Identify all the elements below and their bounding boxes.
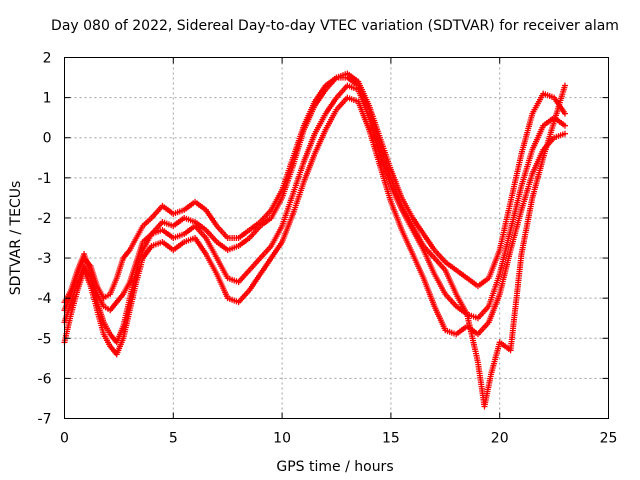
y-axis-label: SDTVAR / TECUs: [8, 181, 24, 296]
x-tick-label: 5: [169, 431, 178, 447]
y-tick-label: -5: [38, 331, 52, 347]
series-4: [61, 74, 568, 410]
y-tick-label: 2: [43, 51, 52, 67]
y-tick-label: 1: [43, 91, 52, 107]
x-axis-label: GPS time / hours: [276, 459, 393, 475]
x-tick-label: 20: [491, 431, 509, 447]
y-tick-label: -1: [38, 171, 52, 187]
y-tick-label: -7: [38, 412, 52, 428]
y-tick-label: -4: [38, 291, 52, 307]
grid-lines: [64, 57, 609, 419]
y-tick-label: -2: [38, 211, 52, 227]
x-tick-label: 0: [60, 431, 69, 447]
plot-frame: [64, 57, 609, 419]
axis-ticks: 0 5 10 15 20 25 -7 -6 -5 -4 -3 -2 -1 0 1 2: [38, 51, 618, 447]
x-tick-label: 15: [382, 431, 400, 447]
chart-title: Day 080 of 2022, Sidereal Day-to-day VTE…: [51, 18, 619, 34]
y-tick-label: -6: [38, 371, 52, 387]
series-trail: [62, 83, 567, 344]
series-trail: [62, 74, 568, 408]
y-tick-label: -3: [38, 251, 52, 267]
x-tick-label: 25: [600, 431, 618, 447]
data-points: [61, 70, 568, 410]
y-tick-label: 0: [43, 131, 52, 147]
x-tick-label: 10: [273, 431, 291, 447]
